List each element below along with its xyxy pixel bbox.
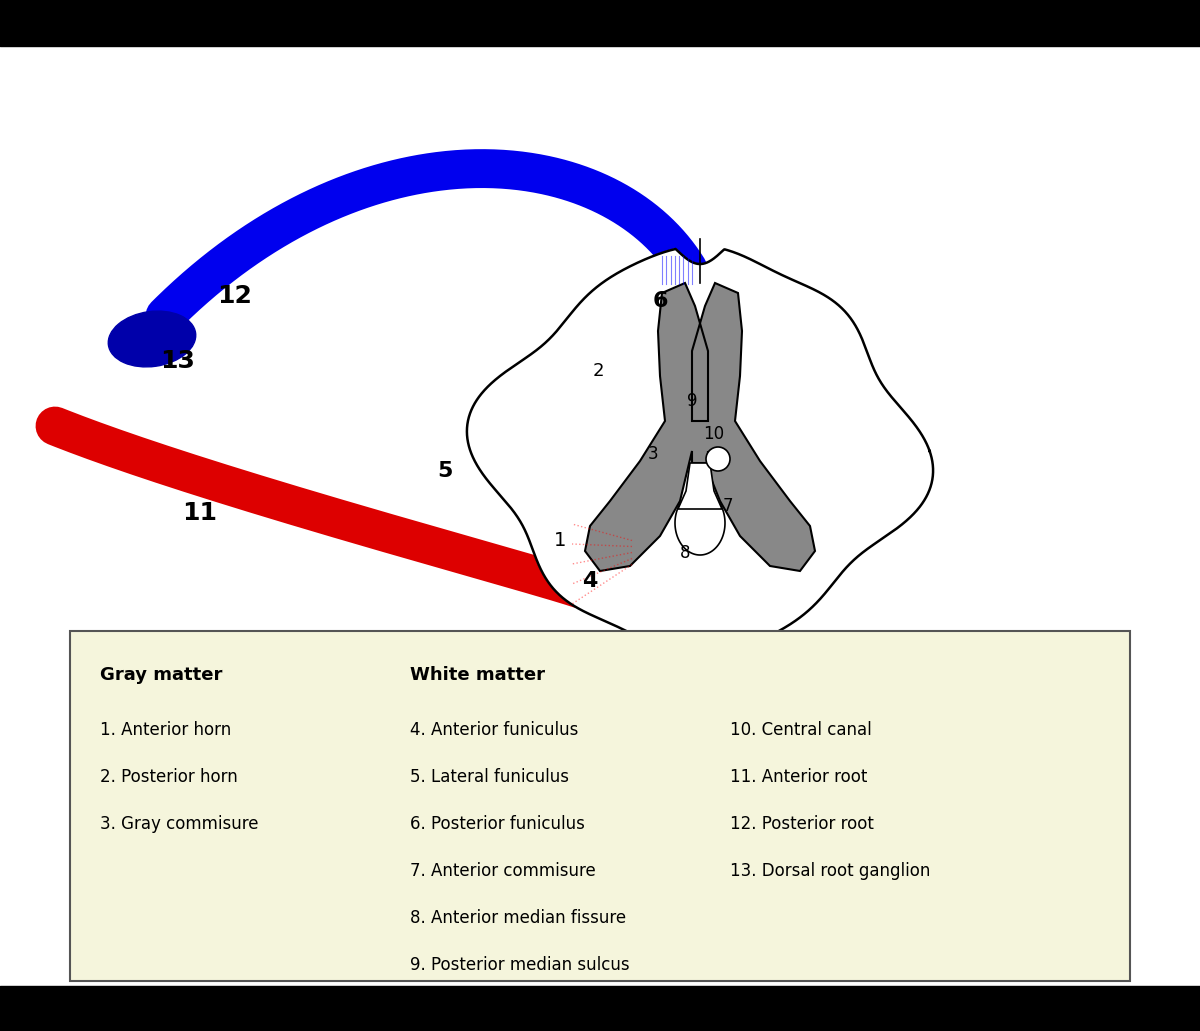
Text: 12. Posterior root: 12. Posterior root (730, 814, 874, 833)
Text: 9: 9 (686, 392, 697, 410)
Text: 5: 5 (437, 461, 452, 481)
Text: 8. Anterior median fissure: 8. Anterior median fissure (410, 909, 626, 927)
Text: 7. Anterior commisure: 7. Anterior commisure (410, 862, 595, 880)
Text: 10. Central canal: 10. Central canal (730, 721, 871, 739)
Polygon shape (586, 282, 815, 571)
Text: 12: 12 (217, 284, 252, 308)
Text: 9. Posterior median sulcus: 9. Posterior median sulcus (410, 956, 630, 974)
Polygon shape (676, 491, 725, 555)
Text: 11. Anterior root: 11. Anterior root (730, 768, 868, 786)
Text: 4. Anterior funiculus: 4. Anterior funiculus (410, 721, 578, 739)
Text: Gray matter: Gray matter (100, 666, 222, 684)
Text: 10: 10 (703, 425, 725, 443)
Text: 2: 2 (593, 362, 604, 380)
Text: 7: 7 (722, 497, 733, 516)
Text: 11: 11 (182, 501, 217, 525)
Text: 8: 8 (679, 544, 690, 562)
Text: 1. Anterior horn: 1. Anterior horn (100, 721, 232, 739)
Polygon shape (678, 463, 722, 509)
Text: 13. Dorsal root ganglion: 13. Dorsal root ganglion (730, 862, 930, 880)
Text: 13: 13 (161, 350, 196, 373)
Ellipse shape (108, 311, 196, 367)
Text: 3: 3 (648, 445, 659, 463)
Polygon shape (70, 631, 1130, 982)
Text: White matter: White matter (410, 666, 545, 684)
Text: 6: 6 (653, 291, 667, 311)
Text: 1: 1 (554, 532, 566, 551)
Text: 6. Posterior funiculus: 6. Posterior funiculus (410, 814, 584, 833)
Text: 4: 4 (582, 571, 598, 591)
Text: 2. Posterior horn: 2. Posterior horn (100, 768, 238, 786)
Circle shape (706, 447, 730, 471)
Polygon shape (467, 248, 934, 654)
Text: 3. Gray commisure: 3. Gray commisure (100, 814, 258, 833)
Text: 5. Lateral funiculus: 5. Lateral funiculus (410, 768, 569, 786)
